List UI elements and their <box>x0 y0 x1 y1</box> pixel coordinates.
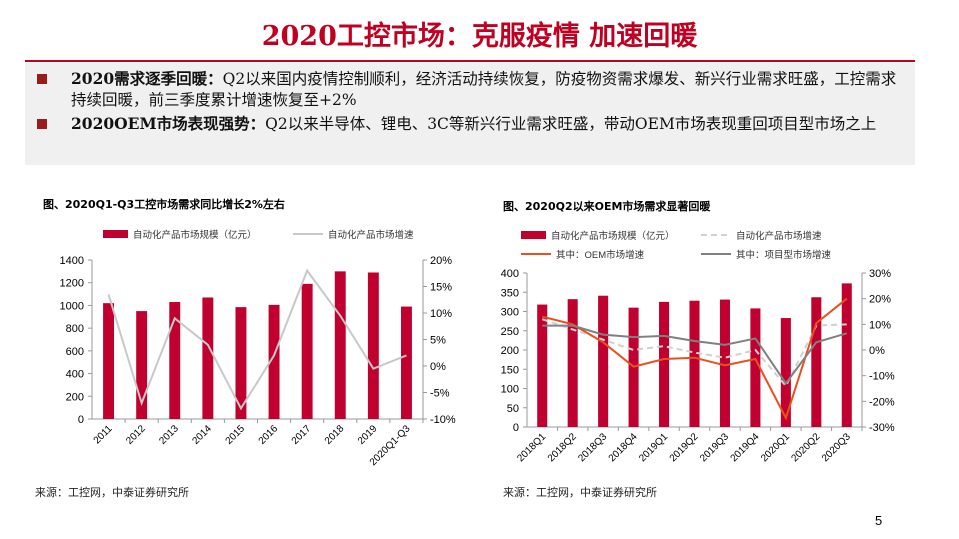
x-tick-label: 2018Q1 <box>515 431 548 464</box>
bar <box>367 272 379 419</box>
bar <box>103 303 115 419</box>
left-tick-label: 150 <box>501 364 519 376</box>
bullet-1: 2020需求逐季回暖：Q2以来国内疫情控制顺利，经济活动持续恢复，防疫物资需求爆… <box>35 68 897 111</box>
x-tick-label: 2019Q4 <box>729 431 762 464</box>
bar <box>301 283 313 419</box>
left-tick-label: 200 <box>501 345 519 357</box>
bullet-lead: 2020需求逐季回暖： <box>71 69 223 88</box>
bar <box>537 304 548 427</box>
left-tick-label: 1200 <box>60 278 84 290</box>
bar <box>659 301 670 427</box>
right-tick-label: 0% <box>869 345 885 357</box>
summary-box: 2020需求逐季回暖：Q2以来国内疫情控制顺利，经济活动持续恢复，防疫物资需求爆… <box>25 63 915 165</box>
right-tick-label: 20% <box>869 294 891 306</box>
right-tick-label: 10% <box>869 319 891 331</box>
x-tick-label: 2019Q1 <box>637 431 670 464</box>
bullet-square-icon <box>37 119 47 129</box>
legend-label: 自动化产品市场增速 <box>328 229 414 241</box>
x-tick-label: 2018Q2 <box>546 431 579 464</box>
right-tick-label: 10% <box>430 308 452 320</box>
bar <box>235 307 247 419</box>
legend-label: 其中：OEM市场增速 <box>556 249 645 261</box>
bar <box>811 297 822 427</box>
left-tick-label: 400 <box>66 369 84 381</box>
left-tick-label: 0 <box>78 414 84 426</box>
bullet-text: Q2以来国内疫情控制顺利，经济活动持续恢复，防疫物资需求爆发、新兴行业需求旺盛，… <box>71 70 897 109</box>
left-tick-label: 800 <box>66 323 84 335</box>
bar <box>719 299 730 427</box>
legend-label: 其中：项目型市场增速 <box>736 249 832 261</box>
right-tick-label: 5% <box>430 335 446 347</box>
right-tick-label: 15% <box>430 282 452 294</box>
bar <box>136 311 148 419</box>
bar <box>268 304 280 419</box>
left-tick-label: 600 <box>66 346 84 358</box>
bullet-2: 2020OEM市场表现强势：Q2以来半导体、锂电、3C等新兴行业需求旺盛，带动O… <box>35 113 897 135</box>
bar <box>334 271 346 419</box>
x-tick-label: 2019Q2 <box>668 431 701 464</box>
left-tick-label: 100 <box>501 384 519 396</box>
bar <box>780 318 791 427</box>
right-tick-label: -30% <box>869 422 895 434</box>
bullet-square-icon <box>37 74 47 84</box>
bar <box>689 300 700 427</box>
x-tick-label: 2020Q3 <box>820 431 853 464</box>
page-title: 2020工控市场：克服疫情 加速回暖 <box>261 21 698 52</box>
series-line <box>107 268 407 411</box>
left-tick-label: 350 <box>501 287 519 299</box>
chart1-source: 来源：工控网，中泰证券研究所 <box>35 486 189 499</box>
left-tick-label: 1000 <box>60 300 84 312</box>
bar <box>400 306 412 419</box>
bar <box>841 283 852 427</box>
legend-label: 自动化产品市场规模（亿元） <box>133 229 257 241</box>
bar <box>598 295 609 427</box>
right-tick-label: -20% <box>869 396 895 408</box>
x-tick-label: 2019Q3 <box>698 431 731 464</box>
chart2-source: 来源：工控网，中泰证券研究所 <box>503 486 657 499</box>
left-tick-label: 400 <box>501 268 519 280</box>
legend-swatch <box>103 230 128 238</box>
right-tick-label: 30% <box>869 268 891 280</box>
page-number: 5 <box>875 513 883 528</box>
left-tick-label: 0 <box>513 422 519 434</box>
right-tick-label: -5% <box>430 388 450 400</box>
right-tick-label: 0% <box>430 361 446 373</box>
bullet-text: Q2以来半导体、锂电、3C等新兴行业需求旺盛，带动OEM市场表现重回项目型市场之… <box>265 115 877 133</box>
bar <box>169 302 181 419</box>
right-tick-label: -10% <box>430 414 456 426</box>
legend-label: 自动化产品市场增速 <box>736 230 822 242</box>
x-tick-label: 2020Q1 <box>759 431 792 464</box>
left-tick-label: 300 <box>501 307 519 319</box>
chart2-title: 图、2020Q2以来OEM市场需求显著回暖 <box>503 200 711 213</box>
x-tick-label: 2018Q3 <box>576 431 609 464</box>
bar <box>750 308 761 427</box>
left-tick-label: 250 <box>501 326 519 338</box>
title-divider <box>25 60 915 62</box>
legend-swatch <box>521 231 546 239</box>
left-tick-label: 200 <box>66 391 84 403</box>
left-tick-label: 50 <box>507 403 519 415</box>
bar <box>567 299 578 427</box>
x-tick-label: 2020Q2 <box>789 431 822 464</box>
chart1-title: 图、2020Q1-Q3工控市场需求同比增长2%左右 <box>43 198 285 211</box>
right-tick-label: -10% <box>869 371 895 383</box>
x-tick-label: 2018Q4 <box>607 431 640 464</box>
bullet-lead: 2020OEM市场表现强势： <box>71 114 266 133</box>
right-tick-label: 20% <box>430 255 452 267</box>
legend-label: 自动化产品市场规模（亿元） <box>551 230 675 242</box>
bar <box>202 297 214 419</box>
left-tick-label: 1400 <box>60 255 84 267</box>
